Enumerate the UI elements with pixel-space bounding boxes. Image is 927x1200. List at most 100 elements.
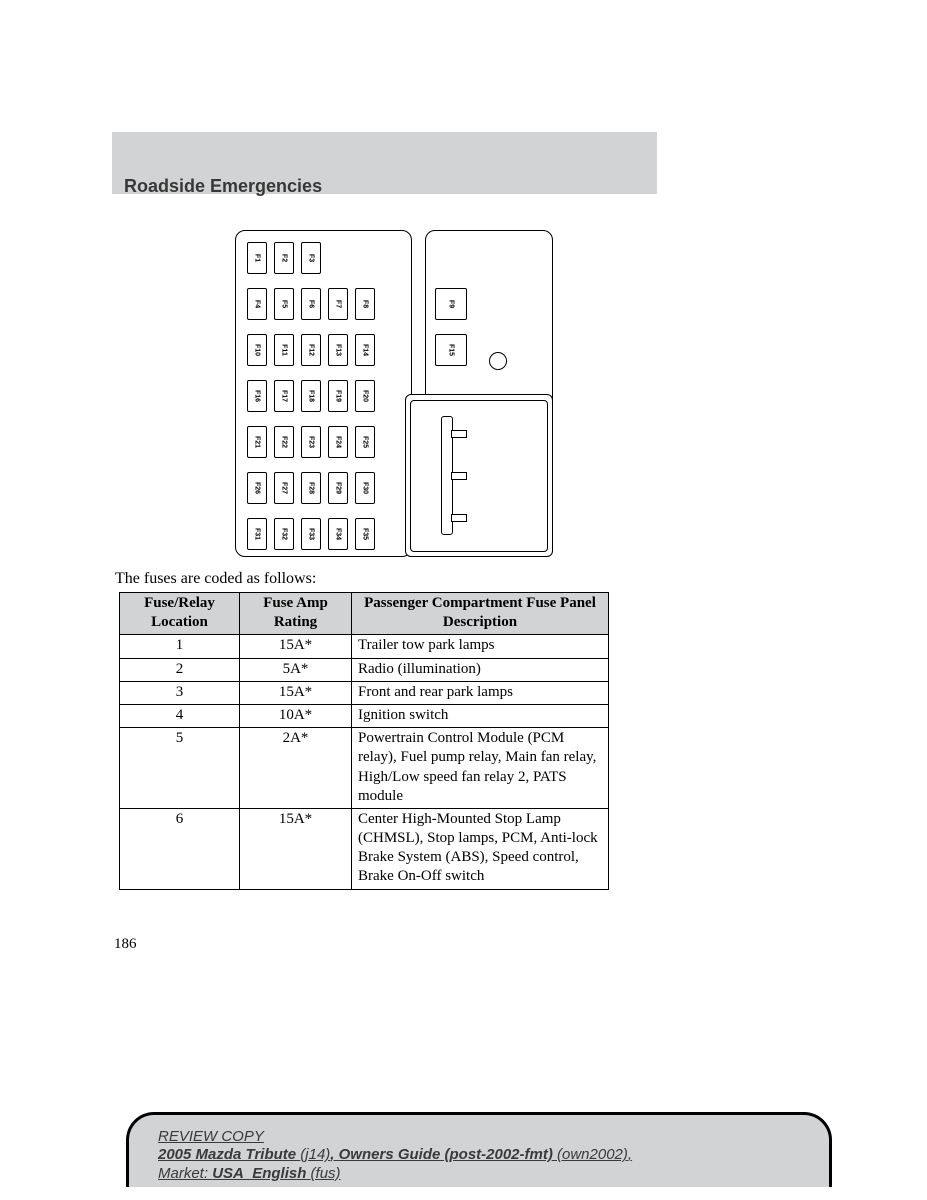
fuse-slot: F24 [328,426,348,458]
section-title: Roadside Emergencies [124,176,322,197]
fuse-label: F29 [335,482,342,494]
footer-code3: (fus) [311,1165,341,1182]
cell-amp: 10A* [240,704,352,727]
fuse-slot: F14 [355,334,375,366]
col-desc: Passenger Compartment Fuse Panel Descrip… [352,593,609,635]
fuse-slot: F21 [247,426,267,458]
fuse-slot: F28 [301,472,321,504]
fuse-label: F24 [335,436,342,448]
fuse-slot: F26 [247,472,267,504]
fuse-label: F9 [448,300,455,308]
fuse-label: F16 [254,390,261,402]
page-number: 186 [114,936,137,953]
puller-tab [451,430,467,438]
fuse-label: F21 [254,436,261,448]
fuse-slot: F3 [301,242,321,274]
panel-hole-icon [489,352,507,370]
fuse-label: F28 [308,482,315,494]
fuse-label: F34 [335,528,342,540]
cell-desc: Front and rear park lamps [352,681,609,704]
fuse-slot: F8 [355,288,375,320]
fuse-label: F4 [254,300,261,308]
fuse-slot: F35 [355,518,375,550]
fuse-table: Fuse/Relay Location Fuse Amp Rating Pass… [119,592,609,890]
footer-market-label: Market: [158,1165,212,1182]
fuse-slot: F6 [301,288,321,320]
document-page: Roadside Emergencies F1F2F3F4F5F6F7F8F10… [0,0,927,1200]
col-location: Fuse/Relay Location [120,593,240,635]
fuse-label: F27 [281,482,288,494]
cell-desc: Radio (illumination) [352,658,609,681]
fuse-slot: F20 [355,380,375,412]
cell-amp: 15A* [240,635,352,658]
fuse-label: F6 [308,300,315,308]
footer-model: 2005 Mazda Tribute [158,1146,300,1163]
fuse-label: F30 [362,482,369,494]
fuse-label: F8 [362,300,369,308]
fuse-label: F20 [362,390,369,402]
table-row: 25A*Radio (illumination) [120,658,609,681]
table-row: 52A*Powertrain Control Module (PCM relay… [120,728,609,809]
fuse-slot: F34 [328,518,348,550]
fuse-slot: F13 [328,334,348,366]
table-header: Fuse/Relay Location Fuse Amp Rating Pass… [120,593,609,635]
col-amp: Fuse Amp Rating [240,593,352,635]
fuse-label: F33 [308,528,315,540]
fuse-slot: F12 [301,334,321,366]
fuse-label: F13 [335,344,342,356]
cell-desc: Ignition switch [352,704,609,727]
fuse-label: F19 [335,390,342,402]
fuse-slot: F17 [274,380,294,412]
footer-guide: Owners Guide (post-2002-fmt) [339,1146,557,1163]
footer-sep: , [330,1146,338,1163]
fuse-slot: F2 [274,242,294,274]
footer-market: USA_English [212,1165,310,1182]
fuse-slot: F30 [355,472,375,504]
cell-location: 1 [120,635,240,658]
fuse-puller-inner [410,400,548,552]
fuse-label: F25 [362,436,369,448]
table-row: 115A*Trailer tow park lamps [120,635,609,658]
fuse-slot: F27 [274,472,294,504]
puller-tab [451,472,467,480]
fuse-slot: F25 [355,426,375,458]
fuse-slot: F4 [247,288,267,320]
cell-desc: Trailer tow park lamps [352,635,609,658]
footer-code2: (own2002) [557,1146,628,1163]
fuse-slot: F18 [301,380,321,412]
fuse-panel-diagram: F1F2F3F4F5F6F7F8F10F11F12F13F14F16F17F18… [235,230,553,558]
table-row: 615A*Center High-Mounted Stop Lamp (CHMS… [120,808,609,889]
cell-amp: 15A* [240,808,352,889]
fuse-slot: F33 [301,518,321,550]
fuse-label: F32 [281,528,288,540]
fuse-label: F17 [281,390,288,402]
cell-amp: 15A* [240,681,352,704]
fuse-slot-big: F9 [435,288,467,320]
fuse-label: F35 [362,528,369,540]
footer-text: REVIEW COPY 2005 Mazda Tribute (j14), Ow… [158,1128,632,1183]
cell-location: 4 [120,704,240,727]
fuse-label: F31 [254,528,261,540]
cell-location: 2 [120,658,240,681]
puller-tab [451,514,467,522]
fuse-label: F3 [308,254,315,262]
fuse-label: F2 [281,254,288,262]
fuse-slot: F19 [328,380,348,412]
fuse-slot: F23 [301,426,321,458]
fuse-slot-big: F15 [435,334,467,366]
footer-review: REVIEW COPY [158,1128,264,1145]
cell-amp: 5A* [240,658,352,681]
fuse-label: F11 [281,344,288,356]
footer-sep2: , [628,1146,632,1163]
fuse-label: F7 [335,300,342,308]
fuse-slot: F16 [247,380,267,412]
fuse-slot: F11 [274,334,294,366]
fuse-label: F23 [308,436,315,448]
fuse-label: F26 [254,482,261,494]
cell-location: 3 [120,681,240,704]
fuse-label: F14 [362,344,369,356]
fuse-label: F10 [254,344,261,356]
fuse-slot: F29 [328,472,348,504]
cell-desc: Powertrain Control Module (PCM relay), F… [352,728,609,809]
fuse-slot: F1 [247,242,267,274]
